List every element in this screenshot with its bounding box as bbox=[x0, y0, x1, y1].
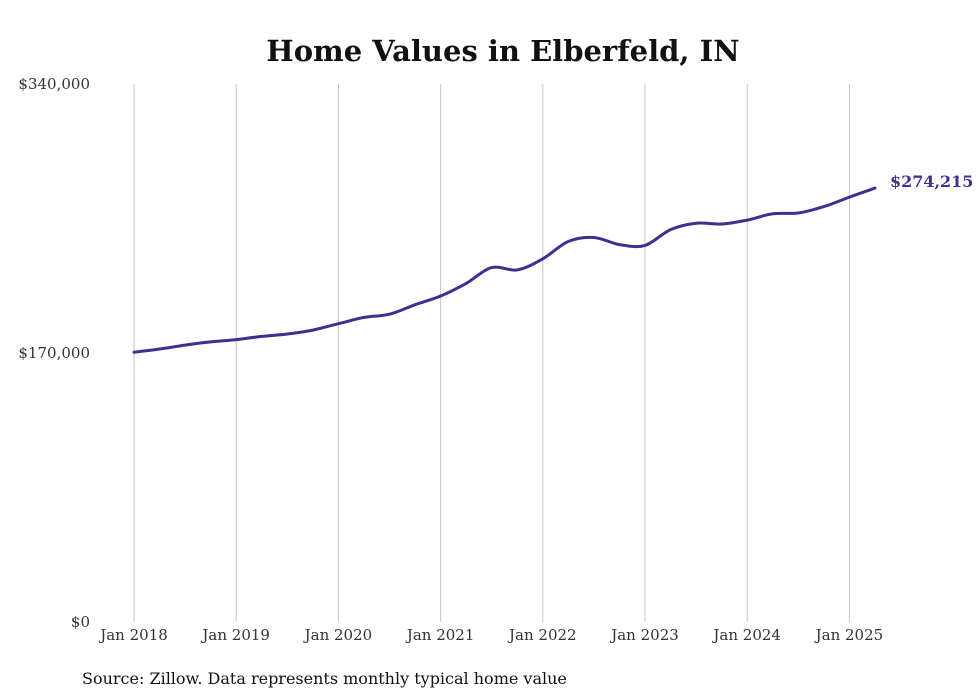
source-note: Source: Zillow. Data represents monthly … bbox=[82, 669, 567, 688]
y-tick-label: $170,000 bbox=[18, 344, 90, 362]
end-value-label: $274,215 bbox=[890, 172, 974, 191]
y-tick-label: $340,000 bbox=[18, 75, 90, 93]
home-value-line bbox=[132, 186, 877, 354]
x-tick-label: Jan 2025 bbox=[814, 626, 884, 644]
x-axis-tick-labels: Jan 2018 Jan 2019 Jan 2020 Jan 2021 Jan 2022… bbox=[98, 626, 883, 644]
y-axis-tick-labels: $0 $170,000 $340,000 bbox=[18, 75, 90, 631]
x-tick-label: Jan 2021 bbox=[405, 626, 475, 644]
chart-title: Home Values in Elberfeld, IN bbox=[266, 34, 739, 68]
x-tick-label: Jan 2022 bbox=[507, 626, 577, 644]
y-tick-label: $0 bbox=[71, 613, 90, 631]
x-tick-label: Jan 2023 bbox=[609, 626, 679, 644]
x-tick-label: Jan 2019 bbox=[200, 626, 270, 644]
x-tick-label: Jan 2018 bbox=[98, 626, 168, 644]
x-tick-label: Jan 2020 bbox=[303, 626, 373, 644]
gridlines bbox=[133, 84, 850, 622]
x-tick-label: Jan 2024 bbox=[711, 626, 781, 644]
